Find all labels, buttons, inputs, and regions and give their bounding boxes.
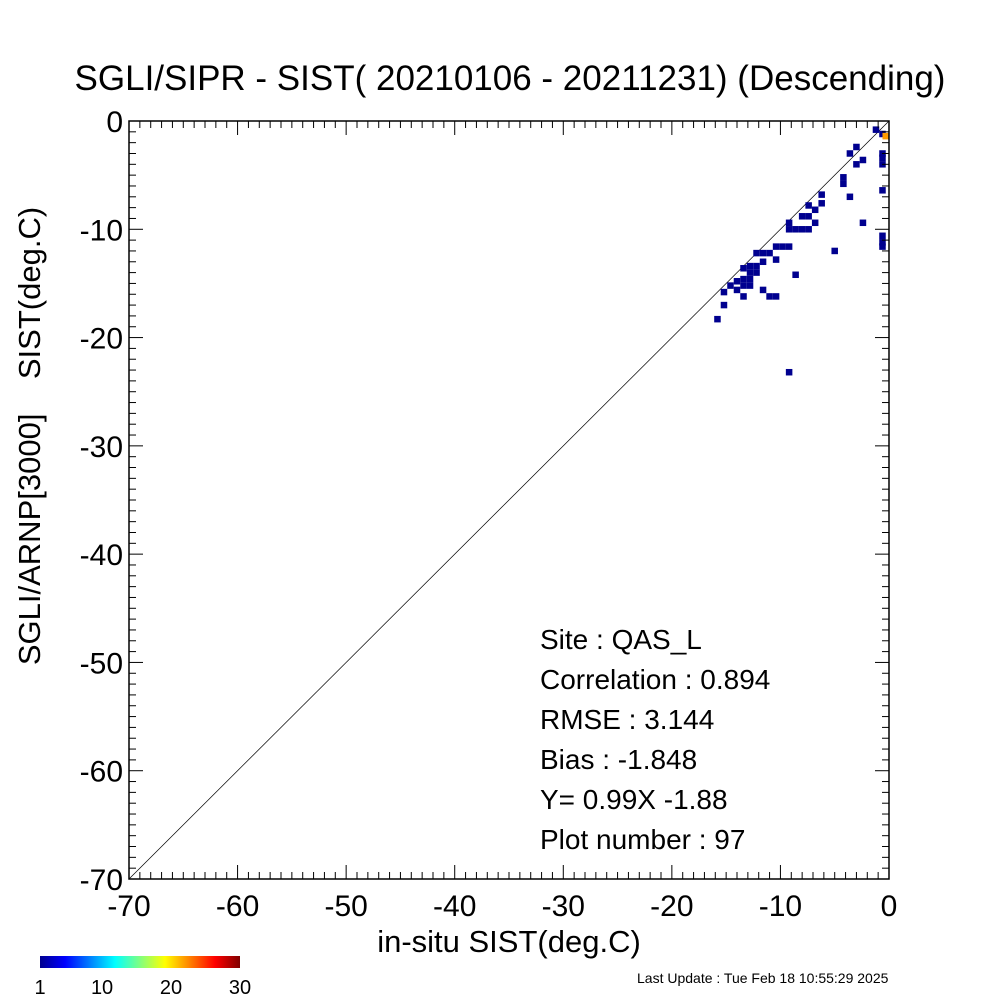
stat-line: Plot number : 97 <box>540 824 745 855</box>
x-tick-label: 0 <box>881 890 898 923</box>
density-point <box>785 243 793 250</box>
y-tick-label: -40 <box>80 539 123 572</box>
density-point <box>714 315 721 323</box>
axes: -70 -60 -50 -40 -30 -20 -10 0 -70 -60 -50 -40 -30 -20… <box>80 106 898 923</box>
density-point <box>759 286 767 294</box>
y-tick-label: -20 <box>80 323 123 356</box>
density-point <box>766 293 773 300</box>
density-point <box>727 282 734 289</box>
density-point <box>779 243 786 250</box>
density-point <box>879 239 886 246</box>
stat-line: RMSE : 3.144 <box>540 704 714 735</box>
y-tick-label: -30 <box>80 431 123 464</box>
stat-line: Bias : -1.848 <box>540 744 697 775</box>
density-point <box>846 150 854 157</box>
y-axis-label: SGLI/ARNP[3000] SIST(deg.C) <box>12 207 47 665</box>
density-point <box>879 232 886 240</box>
density-point <box>879 187 886 194</box>
density-point <box>740 275 747 283</box>
density-point <box>746 275 754 283</box>
density-point <box>879 154 886 162</box>
density-point <box>805 202 812 209</box>
colorbar-tick-label: 1 <box>34 977 45 999</box>
x-tick-label: -30 <box>542 890 585 923</box>
density-point <box>879 243 886 250</box>
x-tick-label: -20 <box>650 890 693 923</box>
stat-line: Correlation : 0.894 <box>540 664 770 695</box>
x-tick-label: -70 <box>107 890 150 923</box>
density-point <box>818 191 825 198</box>
density-point <box>859 156 867 164</box>
density-point <box>753 262 760 270</box>
density-point <box>882 132 889 140</box>
density-point <box>831 247 838 255</box>
density-point <box>859 219 867 227</box>
density-point <box>785 226 793 233</box>
density-point <box>792 271 799 279</box>
density-point <box>740 265 747 272</box>
y-tick-label: -60 <box>80 756 123 789</box>
density-point <box>746 269 754 276</box>
density-point <box>805 213 812 220</box>
density-point <box>772 243 780 250</box>
density-point <box>759 249 767 257</box>
colorbar-tick-label: 20 <box>160 977 182 999</box>
x-axis-label: in-situ SIST(deg.C) <box>377 924 641 959</box>
density-point <box>740 282 747 289</box>
colorbar <box>40 956 240 968</box>
density-point <box>720 288 728 296</box>
density-point <box>846 193 854 201</box>
x-tick-label: -60 <box>216 890 259 923</box>
density-point <box>746 262 754 270</box>
density-point <box>811 219 819 227</box>
density-point <box>872 126 880 133</box>
density-point <box>785 368 793 376</box>
density-point <box>818 200 825 207</box>
density-point <box>785 219 793 227</box>
density-point <box>759 258 767 266</box>
density-point <box>840 174 847 181</box>
x-tick-label: -40 <box>433 890 476 923</box>
density-point <box>753 269 760 276</box>
density-point <box>766 249 773 257</box>
last-update-text: Last Update : Tue Feb 18 10:55:29 2025 <box>637 970 889 986</box>
chart-title: SGLI/SIPR - SIST( 20210106 - 20211231) (… <box>75 59 946 98</box>
statistics-box: Site : QAS_L Correlation : 0.894 RMSE : 3.… <box>540 624 770 855</box>
density-point <box>733 278 741 285</box>
y-tick-label: -50 <box>80 647 123 680</box>
density-point <box>740 293 747 300</box>
density-point <box>772 256 780 263</box>
density-point <box>805 226 812 233</box>
reference-layer <box>128 120 890 880</box>
density-point <box>746 282 754 289</box>
density-point <box>772 293 780 300</box>
y-tick-label: 0 <box>106 106 123 139</box>
colorbar-tick-label: 10 <box>91 977 113 999</box>
stat-line: Site : QAS_L <box>540 624 702 655</box>
stat-line: Y= 0.99X -1.88 <box>540 784 728 815</box>
y-tick-label: -70 <box>80 864 123 897</box>
density-point <box>798 213 806 220</box>
density-point <box>840 180 847 188</box>
x-tick-label: -10 <box>759 890 802 923</box>
x-tick-label: -50 <box>324 890 367 923</box>
density-point <box>811 206 819 214</box>
density-point <box>853 143 860 151</box>
density-point <box>792 226 799 233</box>
colorbar-ticks: 1 10 20 30 <box>34 977 251 999</box>
density-point <box>798 226 806 233</box>
colorbar-tick-label: 30 <box>229 977 251 999</box>
density-point <box>853 161 860 168</box>
one-to-one-line <box>128 120 890 880</box>
density-points <box>714 126 889 376</box>
y-tick-label: -10 <box>80 214 123 247</box>
density-point <box>753 249 760 257</box>
density-point <box>720 301 728 309</box>
density-point <box>733 286 741 294</box>
